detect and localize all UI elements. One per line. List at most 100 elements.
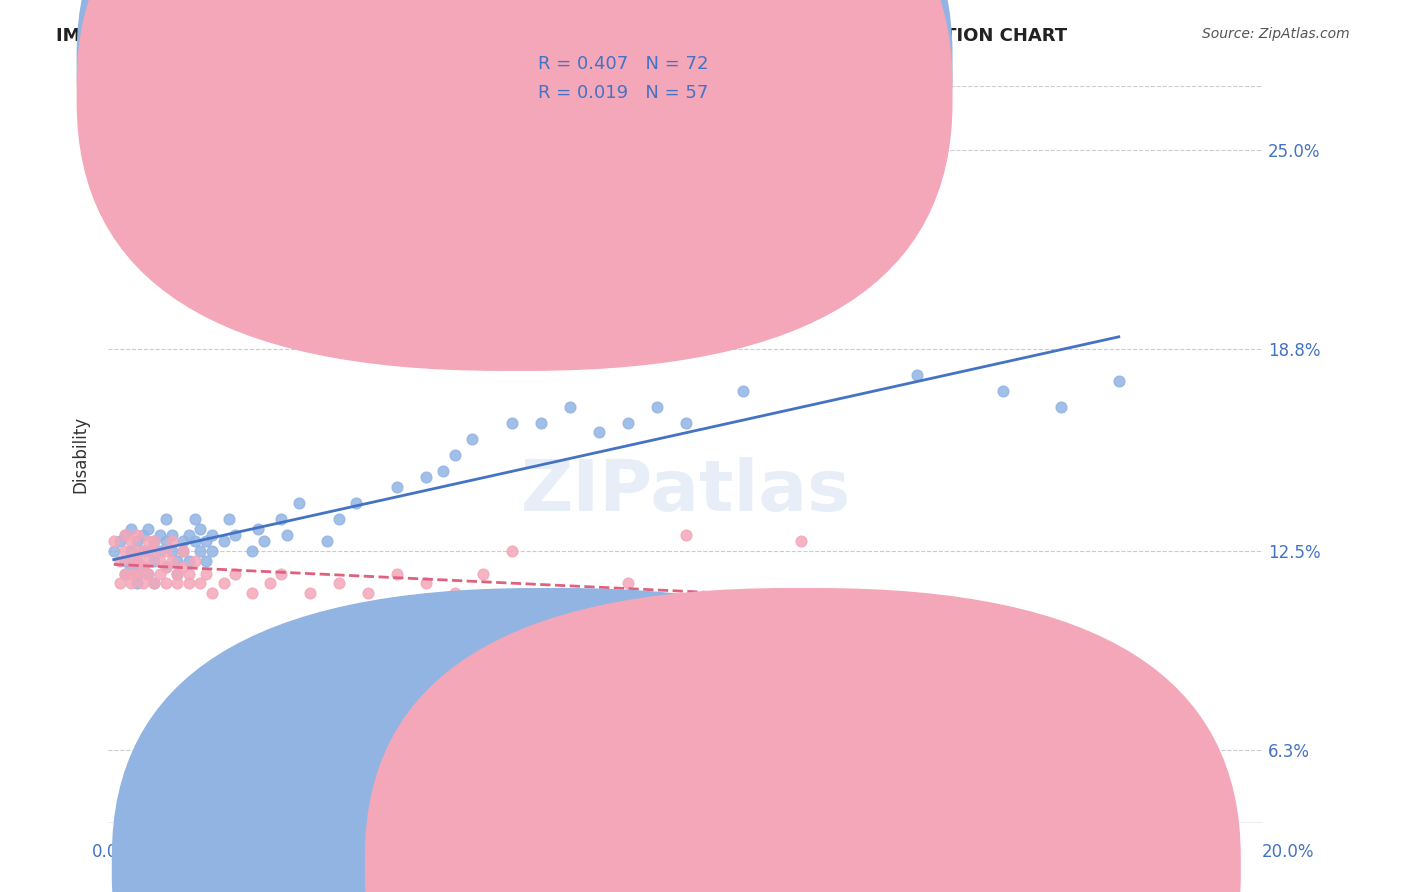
Point (443, 448, 465, 462)
Point (432, 464, 454, 478)
Point (138, 522, 160, 536)
Point (120, 522, 142, 536)
Point (149, 528, 172, 542)
Point (138, 566, 160, 581)
Text: 20.0%: 20.0% (1263, 843, 1315, 861)
Point (114, 544, 136, 558)
Point (143, 534, 166, 549)
Point (155, 544, 177, 558)
Point (287, 496, 309, 510)
Point (588, 425, 610, 440)
Point (242, 544, 264, 558)
Point (125, 534, 148, 549)
Point (190, 544, 212, 558)
Point (276, 528, 298, 542)
Point (385, 480, 408, 494)
Text: R = 0.407   N = 72: R = 0.407 N = 72 (538, 55, 709, 73)
Point (172, 560, 194, 574)
Point (195, 554, 218, 568)
Point (224, 566, 246, 581)
Point (558, 400, 581, 414)
Point (328, 512, 350, 526)
Point (530, 416, 553, 430)
Point (177, 576, 200, 591)
Point (270, 566, 292, 581)
Point (195, 534, 218, 549)
Point (149, 554, 172, 568)
Text: ZIPatlas: ZIPatlas (520, 458, 851, 526)
Point (160, 528, 183, 542)
Point (201, 544, 224, 558)
Point (443, 585, 465, 599)
Point (125, 576, 148, 591)
Point (125, 554, 148, 568)
Point (242, 585, 264, 599)
Text: 0.0%: 0.0% (91, 843, 134, 861)
Point (131, 544, 153, 558)
Text: Source: ZipAtlas.com: Source: ZipAtlas.com (1202, 27, 1350, 41)
Point (114, 528, 136, 542)
Text: Immigrants from Cameroon: Immigrants from Cameroon (827, 859, 1039, 873)
Point (790, 534, 813, 549)
Point (195, 566, 218, 581)
Point (259, 576, 281, 591)
Point (125, 554, 148, 568)
Point (1108, 374, 1130, 388)
Point (125, 566, 148, 581)
Point (1050, 400, 1073, 414)
Point (172, 544, 194, 558)
Point (166, 566, 188, 581)
Point (155, 560, 177, 574)
Point (993, 384, 1015, 398)
Point (316, 534, 339, 549)
Point (172, 544, 194, 558)
Point (905, 368, 928, 382)
Point (385, 566, 408, 581)
Point (108, 534, 131, 549)
Point (114, 566, 136, 581)
Point (190, 522, 212, 536)
Point (166, 554, 188, 568)
Point (138, 534, 160, 549)
Point (108, 576, 131, 591)
Point (114, 528, 136, 542)
Point (131, 528, 153, 542)
Point (501, 544, 523, 558)
Point (733, 384, 755, 398)
Point (131, 576, 153, 591)
Point (120, 554, 142, 568)
Point (558, 727, 581, 741)
Point (125, 566, 148, 581)
Point (166, 566, 188, 581)
Point (125, 544, 148, 558)
Point (131, 544, 153, 558)
Point (247, 522, 270, 536)
Point (177, 566, 200, 581)
Point (501, 416, 523, 430)
Point (253, 534, 276, 549)
Text: Immigrants from Portugal: Immigrants from Portugal (574, 859, 770, 873)
Point (120, 576, 142, 591)
Point (103, 534, 125, 549)
Point (114, 566, 136, 581)
Point (212, 534, 235, 549)
Point (120, 544, 142, 558)
Point (166, 576, 188, 591)
Point (415, 470, 437, 484)
Point (212, 576, 235, 591)
Point (357, 585, 380, 599)
Point (120, 566, 142, 581)
Point (120, 534, 142, 549)
Point (155, 576, 177, 591)
Point (270, 512, 292, 526)
Point (415, 576, 437, 591)
Point (155, 560, 177, 574)
Point (617, 576, 640, 591)
Point (155, 534, 177, 549)
Point (617, 416, 640, 430)
Point (344, 496, 367, 510)
Point (201, 585, 224, 599)
Point (645, 400, 668, 414)
Text: R = 0.019   N = 57: R = 0.019 N = 57 (538, 84, 709, 102)
Point (183, 534, 205, 549)
